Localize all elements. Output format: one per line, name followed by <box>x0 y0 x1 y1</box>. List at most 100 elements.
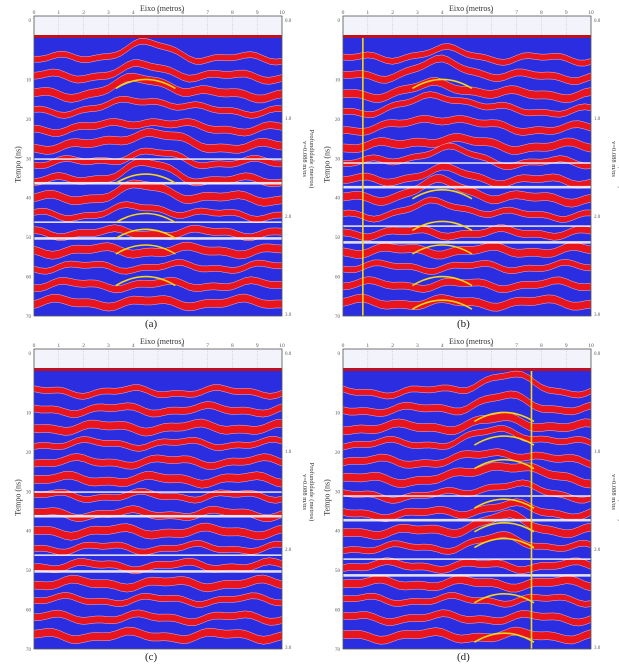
hyperbola-fit <box>411 244 473 255</box>
noise-streak <box>34 221 282 223</box>
radargram-panel-a: Eixo (metros) Tempo (ns) Profundidade (m… <box>0 0 316 334</box>
time-tick-label: 20 <box>335 451 341 456</box>
noise-streak <box>343 495 591 497</box>
radargram-panel-b: Eixo (metros) Tempo (ns) Profundidade (m… <box>309 0 619 334</box>
direct-wave <box>343 35 591 38</box>
x-tick-label: 9 <box>256 343 259 349</box>
panel-caption: (c) <box>145 651 158 663</box>
time-tick-label: 20 <box>26 118 32 123</box>
x-tick-label: 5 <box>157 10 160 16</box>
depth-tick-label: 0.0 <box>594 19 601 24</box>
radargram-plot: 0 1 2 3 4 5 6 7 8 9 10 0 10 20 30 40 50 60 70 0.0 1.0 2.0 3.0 <box>26 343 292 653</box>
noise-streak <box>343 185 591 189</box>
x-tick-label: 7 <box>515 343 518 349</box>
x-tick-label: 2 <box>391 343 394 349</box>
x-tick-label: 3 <box>416 10 419 16</box>
time-tick-label: 10 <box>335 78 341 83</box>
noise-streak <box>343 225 591 227</box>
x-tick-label: 5 <box>466 343 469 349</box>
depth-tick-label: 3.0 <box>594 646 601 651</box>
hyperbola-fit <box>473 498 535 509</box>
time-tick-label: 20 <box>335 118 341 123</box>
time-tick-label: 0 <box>29 352 32 357</box>
time-tick-label: 40 <box>335 197 341 202</box>
direct-wave <box>34 35 282 38</box>
plot-frame <box>33 348 283 650</box>
time-tick-label: 50 <box>335 569 341 574</box>
radargram-plot: 0 1 2 3 4 5 6 7 8 9 10 0 10 20 30 40 50 60 70 0.0 1.0 2.0 3.0 <box>335 10 601 320</box>
time-tick-label: 70 <box>26 315 32 320</box>
time-tick-label: 40 <box>26 197 32 202</box>
noise-streak <box>34 237 282 240</box>
depth-tick-label: 2.0 <box>285 215 292 220</box>
noise-streak <box>343 241 591 244</box>
hyperbola-fit <box>473 435 535 446</box>
x-tick-label: 10 <box>588 343 594 349</box>
x-tick-label: 3 <box>416 343 419 349</box>
hyperbola-fit <box>473 459 535 470</box>
plot-frame <box>342 15 592 317</box>
x-tick-label: 9 <box>565 343 568 349</box>
time-tick-label: 0 <box>29 19 32 24</box>
panel-caption: (a) <box>145 318 158 330</box>
plot-frame <box>342 348 592 650</box>
x-tick-label: 3 <box>107 343 110 349</box>
plot-frame <box>33 15 283 317</box>
time-tick-label: 70 <box>335 648 341 653</box>
time-tick-label: 30 <box>26 157 32 162</box>
x-tick-label: 4 <box>441 343 444 349</box>
hyperbola-fit <box>115 228 176 239</box>
depth-tick-label: 2.0 <box>594 215 601 220</box>
time-tick-label: 70 <box>26 648 32 653</box>
x-tick-label: 2 <box>391 10 394 16</box>
hyperbola-fit <box>115 275 176 287</box>
x-tick-label: 10 <box>279 10 285 16</box>
depth-tick-label: 0.0 <box>285 19 292 24</box>
x-tick-label: 7 <box>206 10 209 16</box>
x-axis-title: Eixo (metros) <box>449 4 494 13</box>
x-axis-title: Eixo (metros) <box>140 4 185 13</box>
x-tick-label: 5 <box>157 343 160 349</box>
x-tick-label: 1 <box>57 343 60 349</box>
hyperbola-fit <box>115 244 176 255</box>
hyperbola-fit <box>473 593 535 604</box>
depth-tick-label: 1.0 <box>285 117 292 122</box>
noise-streak <box>34 570 282 573</box>
x-tick-label: 1 <box>57 10 60 16</box>
hyperbola-fit <box>473 411 535 423</box>
time-tick-label: 50 <box>26 569 32 574</box>
x-tick-label: 8 <box>231 10 234 16</box>
depth-tick-label: 2.0 <box>285 548 292 553</box>
time-tick-label: 60 <box>26 276 32 281</box>
x-tick-label: 0 <box>342 10 345 16</box>
noise-streak <box>343 574 591 577</box>
x-tick-label: 9 <box>256 10 259 16</box>
radargram-plot: 0 1 2 3 4 5 6 7 8 9 10 0 10 20 30 40 50 60 70 0.0 1.0 2.0 3.0 <box>26 10 292 320</box>
depth-tick-label: 3.0 <box>285 646 292 651</box>
noise-streak <box>343 162 591 164</box>
depth-tick-label: 0.0 <box>594 352 601 357</box>
panel-caption: (d) <box>457 651 470 663</box>
x-tick-label: 9 <box>565 10 568 16</box>
time-tick-label: 40 <box>26 530 32 535</box>
noise-streak <box>34 491 282 493</box>
x-tick-label: 3 <box>107 10 110 16</box>
x-tick-label: 0 <box>342 343 345 349</box>
x-tick-label: 8 <box>540 10 543 16</box>
x-tick-label: 6 <box>181 343 184 349</box>
noise-streak <box>34 158 282 160</box>
depth-tick-label: 1.0 <box>594 450 601 455</box>
depth-tick-label: 3.0 <box>594 313 601 318</box>
x-tick-label: 1 <box>366 343 369 349</box>
direct-wave <box>34 368 282 371</box>
radargram-panel-d: Eixo (metros) Tempo (ns) Profundidade (m… <box>309 333 619 667</box>
x-tick-label: 5 <box>466 10 469 16</box>
depth-tick-label: 2.0 <box>594 548 601 553</box>
x-axis-title: Eixo (metros) <box>449 337 494 346</box>
time-tick-label: 10 <box>335 411 341 416</box>
depth-tick-label: 3.0 <box>285 313 292 318</box>
time-tick-label: 70 <box>335 315 341 320</box>
depth-tick-label: 1.0 <box>285 450 292 455</box>
time-tick-label: 0 <box>338 19 341 24</box>
x-tick-label: 8 <box>231 343 234 349</box>
